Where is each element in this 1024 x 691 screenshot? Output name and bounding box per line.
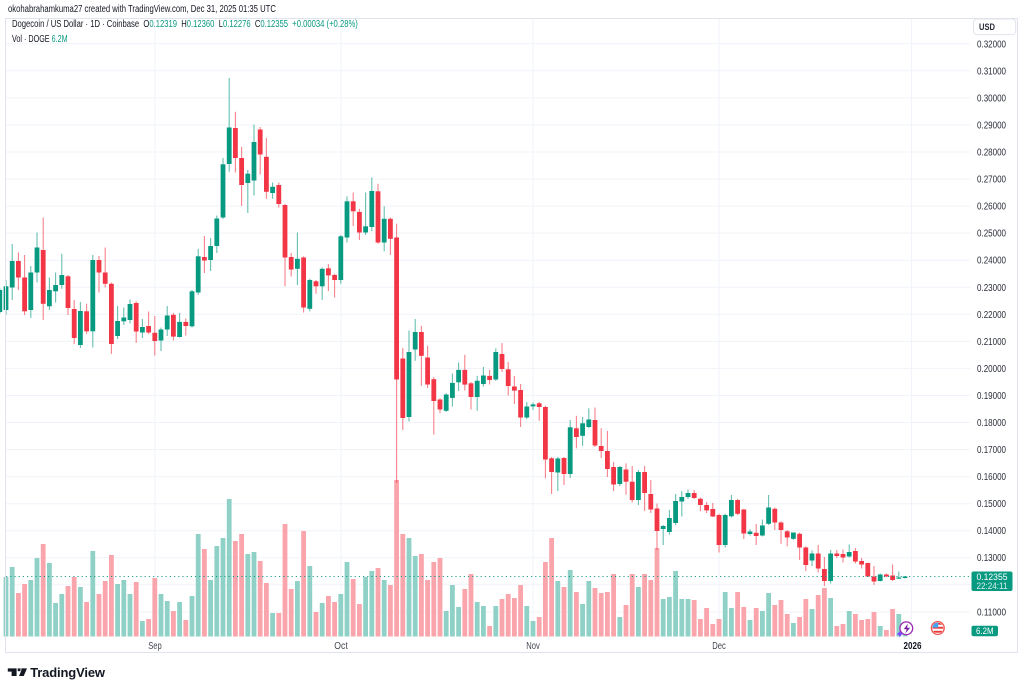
- svg-text:0.29000: 0.29000: [977, 120, 1006, 131]
- svg-text:Oct: Oct: [334, 641, 348, 652]
- svg-text:0.28000: 0.28000: [977, 148, 1006, 159]
- svg-text:0.27000: 0.27000: [977, 175, 1006, 186]
- svg-text:Nov: Nov: [526, 641, 540, 652]
- svg-text:0.30000: 0.30000: [977, 93, 1006, 104]
- svg-text:0.24000: 0.24000: [977, 256, 1006, 267]
- svg-text:0.31000: 0.31000: [977, 66, 1006, 77]
- svg-text:2026: 2026: [904, 641, 922, 652]
- svg-text:0.16000: 0.16000: [977, 472, 1006, 483]
- svg-text:0.32000: 0.32000: [977, 39, 1006, 50]
- svg-text:0.13000: 0.13000: [977, 553, 1006, 564]
- svg-text:0.26000: 0.26000: [977, 202, 1006, 213]
- svg-text:0.23000: 0.23000: [977, 283, 1006, 294]
- svg-text:0.17000: 0.17000: [977, 445, 1006, 456]
- svg-text:22:24:11: 22:24:11: [977, 581, 1008, 591]
- svg-text:0.14000: 0.14000: [977, 526, 1006, 537]
- svg-text:USD: USD: [979, 22, 995, 33]
- svg-text:Dec: Dec: [712, 641, 726, 652]
- svg-text:0.22000: 0.22000: [977, 310, 1006, 321]
- svg-text:0.20000: 0.20000: [977, 364, 1006, 375]
- svg-text:0.19000: 0.19000: [977, 391, 1006, 402]
- svg-text:0.25000: 0.25000: [977, 229, 1006, 240]
- svg-text:Sep: Sep: [148, 641, 162, 652]
- svg-text:0.15000: 0.15000: [977, 499, 1006, 510]
- svg-text:0.18000: 0.18000: [977, 418, 1006, 429]
- svg-text:0.12355: 0.12355: [977, 572, 1008, 582]
- svg-text:0.11000: 0.11000: [977, 607, 1006, 618]
- svg-text:0.21000: 0.21000: [977, 337, 1006, 348]
- svg-text:6.2M: 6.2M: [976, 626, 994, 636]
